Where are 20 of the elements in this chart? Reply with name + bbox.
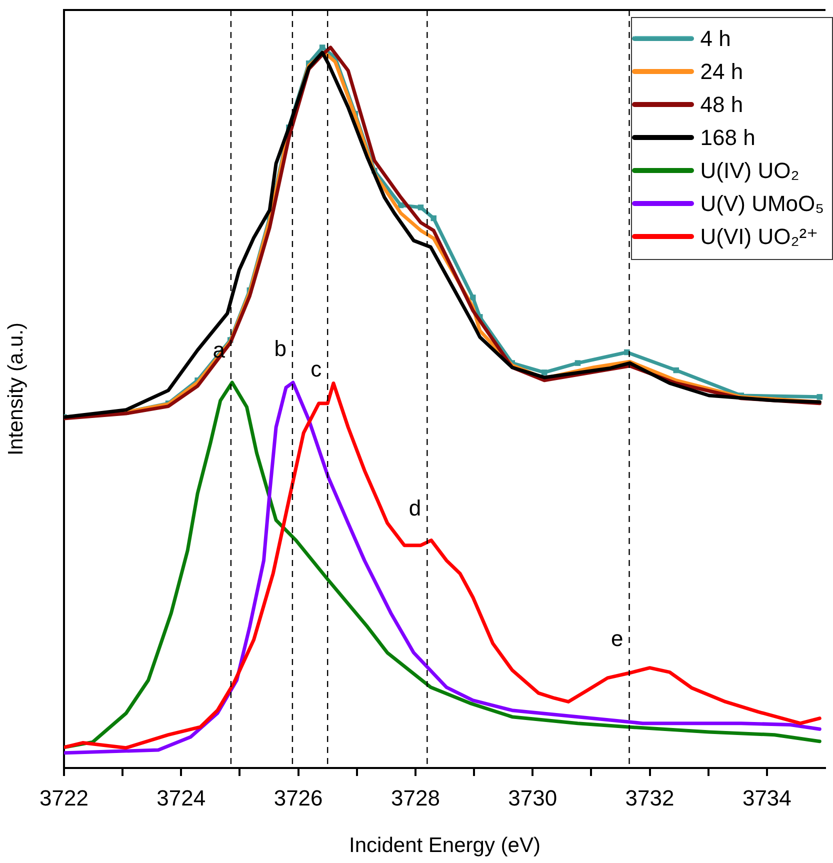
legend-label: U(V) UMoO₅ xyxy=(700,190,824,216)
ref-line-label: d xyxy=(408,495,422,520)
ref-line-label: b xyxy=(274,336,286,361)
legend-label: U(IV) UO₂ xyxy=(700,158,800,184)
x-tick-label: 3726 xyxy=(274,785,323,810)
x-tick-label: 3722 xyxy=(40,785,88,810)
legend-label: 168 h xyxy=(700,124,756,150)
x-tick-label: 3728 xyxy=(390,785,440,810)
x-axis-title: Incident Energy (eV) xyxy=(349,834,540,858)
y-axis-title: Intensity (a.u.) xyxy=(4,322,28,456)
legend-label: 24 h xyxy=(700,58,744,84)
x-tick-label: 3734 xyxy=(742,785,792,810)
legend-label: 4 h xyxy=(700,26,731,52)
legend-label: 48 h xyxy=(700,92,744,118)
legend-label: U(VI) UO₂²⁺ xyxy=(700,224,818,250)
x-tick-label: 3730 xyxy=(508,785,558,810)
x-tick-label: 3724 xyxy=(156,785,206,810)
x-tick-label: 3732 xyxy=(625,785,674,810)
ref-line-label: c xyxy=(310,356,322,382)
ref-line-label: e xyxy=(611,626,624,652)
